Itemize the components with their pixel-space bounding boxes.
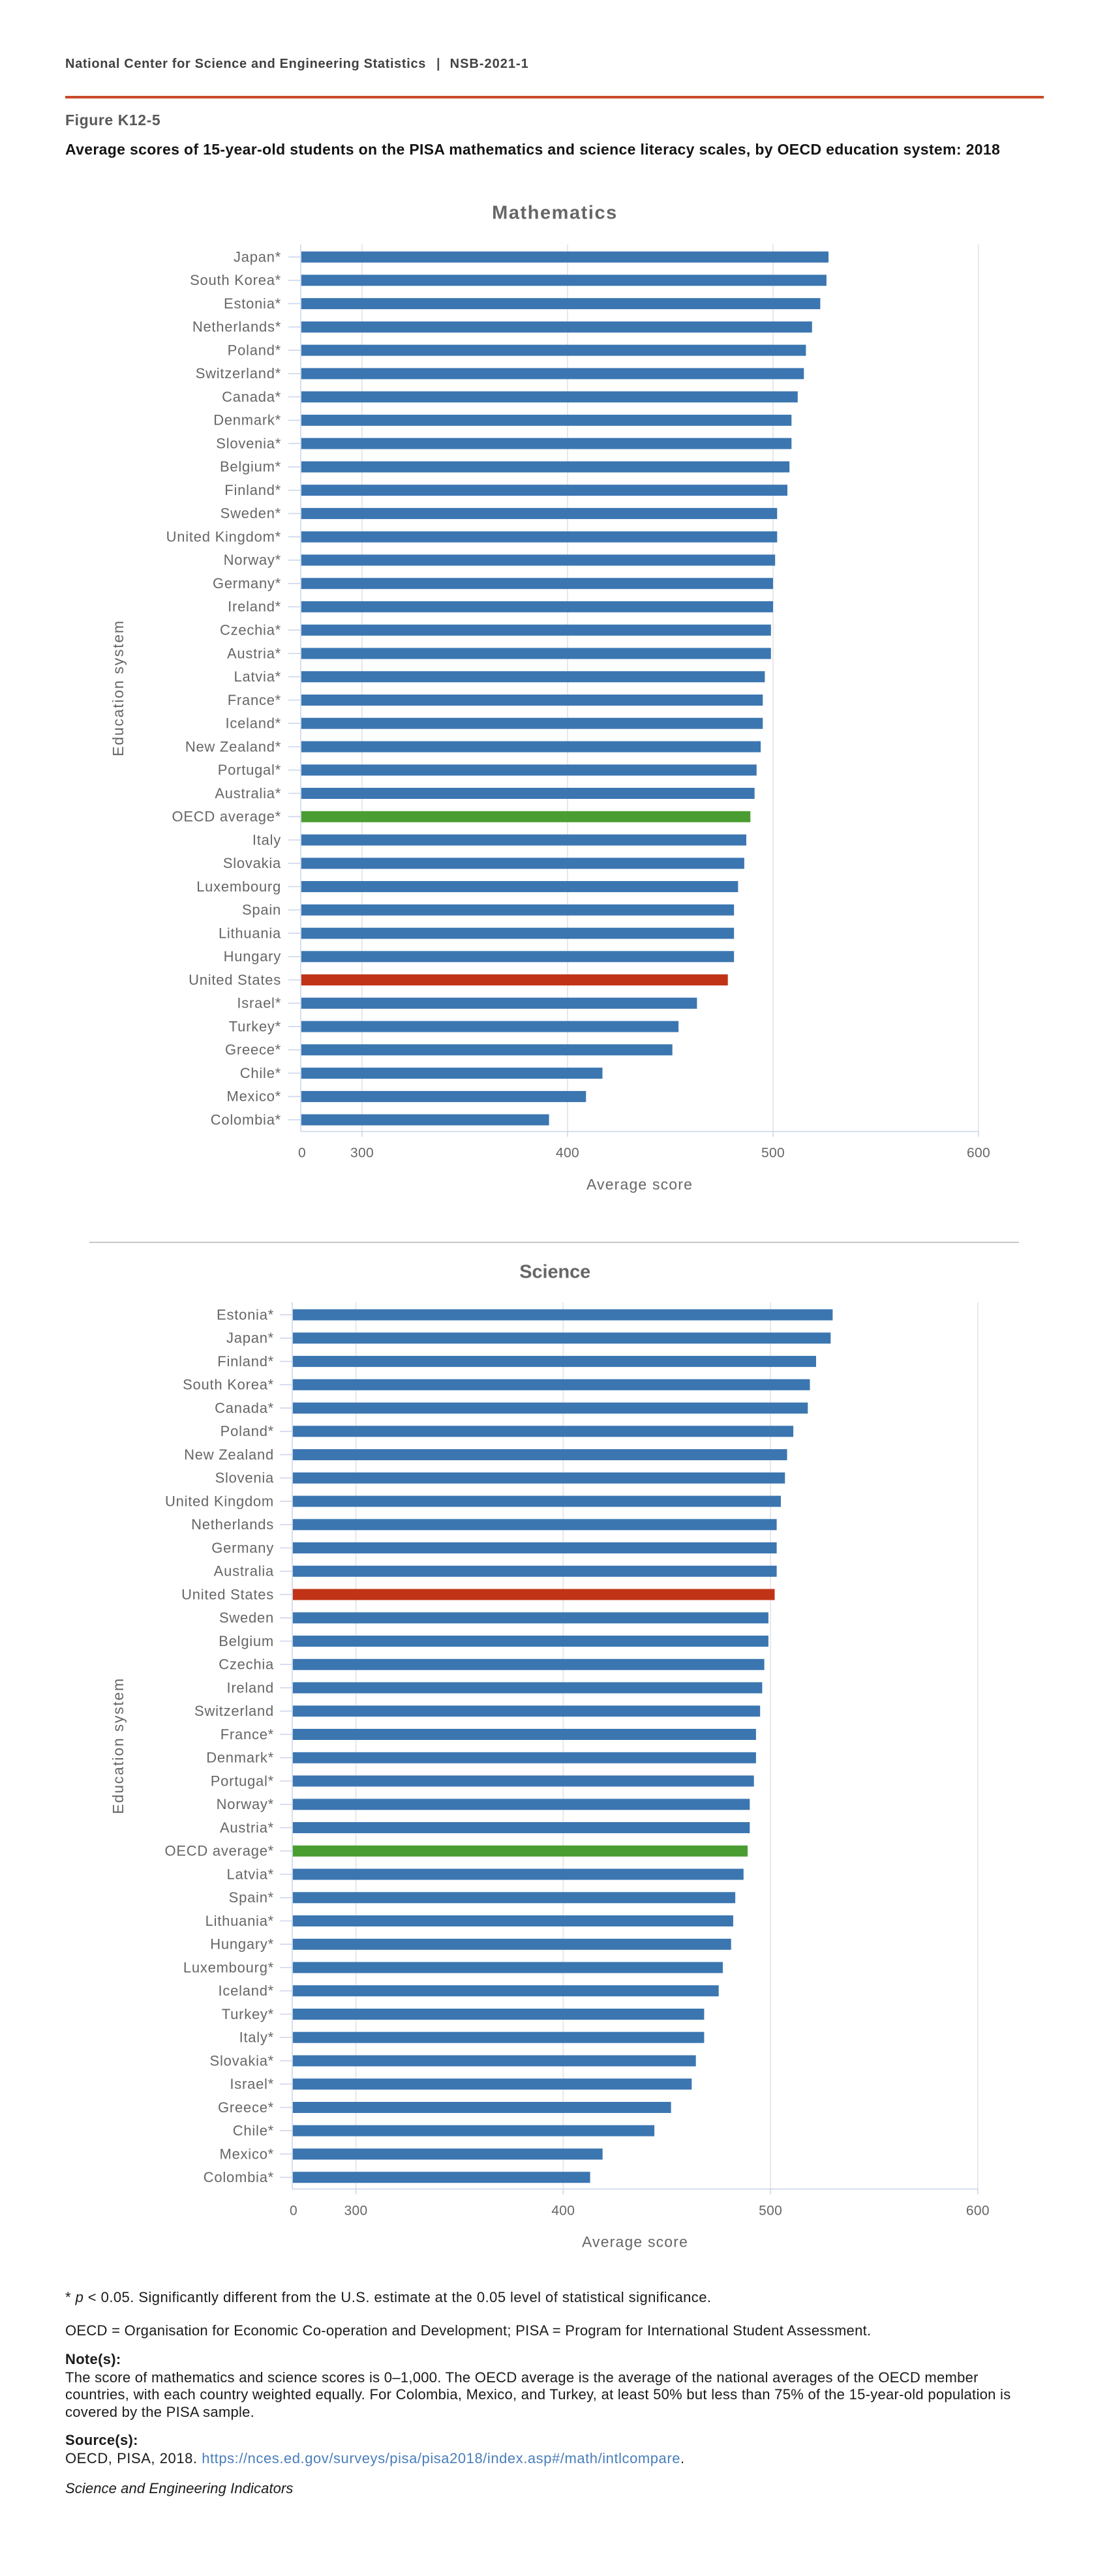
svg-text:Colombia*: Colombia*	[204, 2169, 274, 2185]
svg-text:Ireland*: Ireland*	[228, 599, 281, 615]
svg-text:Japan*: Japan*	[234, 248, 281, 265]
svg-text:Slovakia: Slovakia	[223, 855, 281, 871]
svg-text:Average score: Average score	[582, 2234, 688, 2251]
svg-text:Science: Science	[519, 1262, 590, 1283]
svg-text:Iceland*: Iceland*	[218, 1983, 274, 1999]
svg-text:Luxembourg*: Luxembourg*	[183, 1959, 274, 1975]
svg-text:600: 600	[967, 1146, 990, 1161]
svg-text:Mathematics: Mathematics	[492, 203, 618, 224]
svg-text:Ireland: Ireland	[226, 1679, 274, 1696]
svg-text:Israel*: Israel*	[237, 995, 281, 1011]
svg-text:Sweden*: Sweden*	[220, 505, 281, 522]
svg-text:300: 300	[350, 1146, 374, 1161]
svg-text:Switzerland*: Switzerland*	[196, 365, 281, 382]
svg-text:United States: United States	[189, 972, 281, 988]
svg-text:Chile*: Chile*	[240, 1065, 281, 1081]
svg-text:Education system: Education system	[110, 620, 127, 756]
svg-text:France*: France*	[220, 1726, 274, 1743]
svg-text:0: 0	[298, 1146, 306, 1161]
svg-text:Belgium*: Belgium*	[220, 458, 281, 475]
svg-text:Italy: Italy	[252, 831, 281, 848]
svg-text:Slovenia*: Slovenia*	[216, 435, 281, 451]
svg-text:Slovenia: Slovenia	[215, 1470, 274, 1486]
svg-text:Estonia*: Estonia*	[224, 295, 281, 312]
svg-text:Lithuania: Lithuania	[219, 925, 281, 941]
svg-text:Poland*: Poland*	[228, 342, 281, 358]
svg-text:300: 300	[344, 2204, 368, 2219]
svg-text:Mexico*: Mexico*	[220, 2146, 275, 2162]
svg-text:OECD average*: OECD average*	[165, 1843, 275, 1859]
svg-text:Spain: Spain	[242, 902, 281, 918]
svg-text:Canada*: Canada*	[222, 389, 281, 405]
svg-text:OECD average*: OECD average*	[172, 809, 282, 825]
svg-text:Average score: Average score	[586, 1176, 693, 1193]
svg-text:South Korea*: South Korea*	[190, 272, 281, 288]
svg-text:United Kingdom: United Kingdom	[165, 1493, 274, 1509]
svg-text:Netherlands*: Netherlands*	[192, 319, 281, 335]
svg-text:500: 500	[761, 1146, 785, 1161]
svg-text:Denmark*: Denmark*	[206, 1750, 274, 1766]
svg-text:Colombia*: Colombia*	[211, 1111, 281, 1128]
svg-text:Hungary*: Hungary*	[210, 1936, 274, 1953]
svg-text:Norway*: Norway*	[217, 1796, 274, 1812]
svg-text:Germany*: Germany*	[213, 575, 281, 592]
svg-text:Australia*: Australia*	[215, 785, 281, 801]
svg-text:Norway*: Norway*	[224, 552, 281, 568]
svg-text:Germany: Germany	[211, 1540, 274, 1556]
svg-text:Canada*: Canada*	[215, 1400, 274, 1416]
svg-text:Israel*: Israel*	[230, 2076, 274, 2092]
svg-text:400: 400	[556, 1146, 579, 1161]
svg-text:0: 0	[290, 2204, 297, 2219]
svg-text:Australia: Australia	[214, 1563, 274, 1580]
svg-text:South Korea*: South Korea*	[183, 1377, 274, 1393]
svg-text:Turkey*: Turkey*	[222, 2006, 274, 2022]
svg-text:Czechia*: Czechia*	[220, 622, 281, 638]
svg-text:Sweden: Sweden	[219, 1610, 274, 1626]
svg-text:Netherlands: Netherlands	[191, 1516, 274, 1533]
svg-text:Greece*: Greece*	[225, 1041, 281, 1058]
svg-text:Mexico*: Mexico*	[227, 1088, 282, 1105]
svg-text:Luxembourg: Luxembourg	[196, 878, 281, 895]
svg-text:Hungary: Hungary	[224, 948, 281, 965]
svg-text:Portugal*: Portugal*	[211, 1773, 274, 1789]
svg-text:Latvia*: Latvia*	[226, 1866, 274, 1882]
svg-text:Iceland*: Iceland*	[225, 715, 281, 732]
svg-text:Switzerland: Switzerland	[194, 1703, 274, 1719]
svg-text:United Kingdom*: United Kingdom*	[166, 529, 281, 545]
svg-text:France*: France*	[228, 692, 281, 708]
svg-text:Portugal*: Portugal*	[218, 762, 281, 778]
svg-text:Turkey*: Turkey*	[229, 1018, 281, 1034]
svg-text:600: 600	[966, 2204, 990, 2219]
svg-text:Chile*: Chile*	[233, 2123, 274, 2139]
svg-text:400: 400	[551, 2204, 575, 2219]
svg-text:New Zealand: New Zealand	[184, 1446, 274, 1463]
svg-text:Greece*: Greece*	[218, 2099, 274, 2116]
svg-text:Poland*: Poland*	[220, 1423, 274, 1439]
svg-text:Education system: Education system	[110, 1677, 127, 1814]
svg-text:Austria*: Austria*	[220, 1820, 274, 1836]
svg-text:Finland*: Finland*	[217, 1353, 274, 1370]
svg-text:Estonia*: Estonia*	[217, 1306, 274, 1323]
svg-text:New Zealand*: New Zealand*	[185, 738, 281, 755]
svg-text:Latvia*: Latvia*	[234, 668, 281, 685]
svg-text:Belgium: Belgium	[219, 1633, 274, 1649]
svg-text:Japan*: Japan*	[226, 1330, 274, 1346]
svg-text:Czechia: Czechia	[219, 1656, 274, 1673]
svg-text:Slovakia*: Slovakia*	[210, 2052, 274, 2069]
svg-text:Denmark*: Denmark*	[213, 412, 281, 428]
svg-text:Spain*: Spain*	[229, 1889, 274, 1906]
svg-text:500: 500	[759, 2204, 782, 2219]
svg-text:Lithuania*: Lithuania*	[205, 1913, 274, 1929]
svg-text:United States: United States	[181, 1586, 274, 1602]
svg-text:Finland*: Finland*	[224, 482, 281, 498]
svg-text:Austria*: Austria*	[227, 645, 281, 661]
svg-text:Italy*: Italy*	[239, 2029, 274, 2046]
